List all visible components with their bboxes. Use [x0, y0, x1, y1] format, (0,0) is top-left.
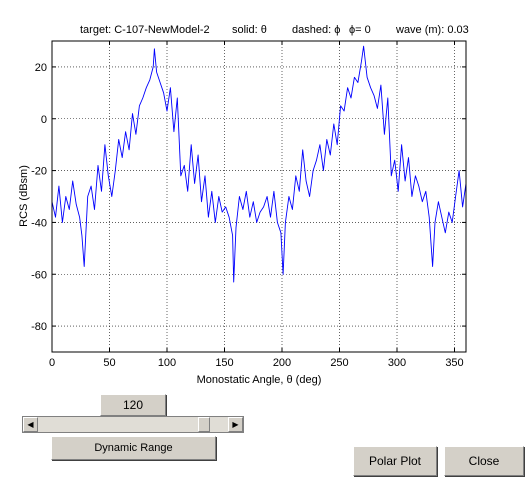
- close-button[interactable]: Close: [444, 446, 524, 476]
- dynamic-range-button[interactable]: Dynamic Range: [51, 436, 216, 460]
- y-tick-label: -20: [31, 166, 47, 178]
- polar-plot-button[interactable]: Polar Plot: [353, 446, 437, 476]
- slider-thumb[interactable]: [198, 417, 211, 432]
- plot-frame: [51, 40, 467, 353]
- header-solid: solid: θ: [232, 24, 267, 36]
- range-value-display: 120: [100, 394, 166, 416]
- header-target: target: C-107-NewModel-2: [80, 24, 210, 36]
- x-tick-label: 150: [215, 357, 233, 369]
- plot-area: [52, 41, 466, 352]
- header-wave: wave (m): 0.03: [395, 24, 469, 36]
- dynamic-range-slider[interactable]: ◀ ▶: [22, 416, 244, 433]
- slider-right-arrow-icon[interactable]: ▶: [228, 417, 243, 432]
- x-tick-label: 50: [103, 357, 115, 369]
- x-tick-label: 250: [330, 357, 348, 369]
- y-tick-label: -80: [31, 321, 47, 333]
- y-tick-label: 20: [35, 62, 47, 74]
- x-tick-label: 0: [49, 357, 55, 369]
- slider-left-arrow-icon[interactable]: ◀: [23, 417, 38, 432]
- y-tick-label: 0: [41, 114, 47, 126]
- x-tick-label: 200: [273, 357, 291, 369]
- rcs-series-line: [51, 45, 467, 283]
- x-tick-label: 300: [388, 357, 406, 369]
- y-axis-label: RCS (dBsm): [18, 165, 30, 227]
- x-tick-label: 350: [445, 357, 463, 369]
- rcs-plot: target: C-107-NewModel-2 solid: θ dashed…: [18, 24, 469, 386]
- header-phi: ϕ= 0: [349, 24, 371, 36]
- y-tick-label: -60: [31, 269, 47, 281]
- header-dashed: dashed: ϕ: [292, 24, 340, 36]
- x-tick-label: 100: [158, 357, 176, 369]
- y-tick-label: -40: [31, 217, 47, 229]
- x-axis-label: Monostatic Angle, θ (deg): [197, 374, 322, 386]
